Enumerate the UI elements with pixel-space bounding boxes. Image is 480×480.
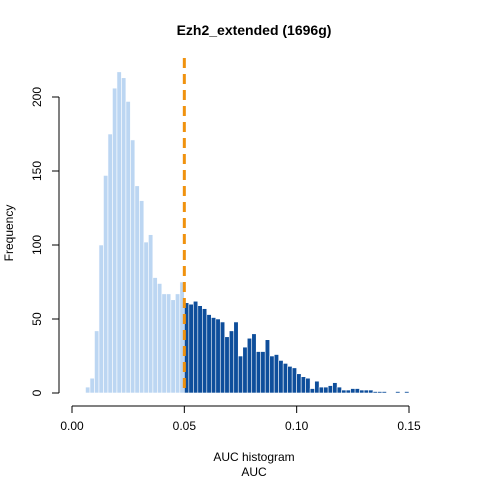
histogram-bars bbox=[85, 71, 410, 394]
histogram-bar bbox=[251, 333, 257, 394]
histogram-bar bbox=[121, 77, 127, 394]
histogram-bar bbox=[264, 339, 270, 394]
histogram-bar bbox=[314, 380, 320, 394]
histogram-bar bbox=[134, 185, 140, 394]
histogram-bar bbox=[98, 244, 104, 394]
histogram-bar bbox=[143, 241, 149, 394]
x-axis-label-line1: AUC histogram bbox=[213, 450, 294, 464]
histogram-bar bbox=[318, 386, 324, 394]
x-axis: 0.00 0.05 0.10 0.15 bbox=[60, 405, 421, 433]
histogram-bar bbox=[291, 367, 297, 394]
histogram-bar bbox=[219, 321, 226, 394]
y-tick-label: 150 bbox=[30, 161, 44, 181]
histogram-bar bbox=[125, 101, 131, 394]
histogram-bar bbox=[89, 377, 95, 394]
histogram-bar bbox=[210, 317, 217, 394]
histogram-bar bbox=[215, 318, 221, 394]
y-tick-label: 0 bbox=[30, 389, 44, 396]
histogram-bar bbox=[193, 300, 199, 394]
histogram-bar bbox=[336, 386, 342, 394]
histogram-bar bbox=[363, 389, 369, 394]
histogram-bar bbox=[139, 200, 145, 394]
x-tick-label: 0.10 bbox=[285, 419, 309, 433]
x-tick-label: 0.05 bbox=[173, 419, 197, 433]
histogram-bar bbox=[368, 389, 374, 394]
histogram-bar bbox=[242, 346, 248, 394]
histogram-bar bbox=[175, 293, 181, 394]
histogram-bar bbox=[161, 293, 167, 394]
histogram-bar bbox=[224, 336, 230, 394]
histogram-bar bbox=[395, 391, 401, 394]
histogram-bar bbox=[85, 386, 91, 394]
histogram-bar bbox=[359, 389, 365, 394]
histogram-bar bbox=[116, 71, 122, 394]
histogram-bar bbox=[166, 293, 172, 394]
histogram-bar bbox=[246, 337, 253, 394]
histogram-bar bbox=[381, 391, 387, 394]
histogram-bar bbox=[341, 389, 347, 394]
histogram-bar bbox=[255, 351, 262, 394]
chart-title: Ezh2_extended (1696g) bbox=[177, 22, 332, 38]
histogram-bar bbox=[188, 303, 194, 394]
histogram-bar bbox=[323, 386, 329, 394]
histogram-bar bbox=[345, 389, 351, 394]
histogram-bar bbox=[305, 377, 311, 394]
x-tick-label: 0.15 bbox=[397, 419, 421, 433]
histogram-bar bbox=[287, 366, 293, 394]
histogram-bar bbox=[372, 391, 378, 394]
histogram-bar bbox=[327, 385, 333, 394]
histogram-bar bbox=[260, 351, 266, 394]
histogram-bar bbox=[130, 139, 136, 394]
histogram-bar bbox=[152, 277, 158, 394]
y-tick-label: 100 bbox=[30, 235, 44, 255]
histogram-bar bbox=[404, 391, 410, 394]
histogram-bar bbox=[170, 299, 176, 394]
histogram-bar bbox=[300, 376, 306, 394]
histogram-bar bbox=[233, 321, 239, 394]
histogram-bar bbox=[309, 388, 315, 394]
histogram-bar bbox=[350, 388, 356, 394]
y-axis-label: Frequency bbox=[2, 205, 16, 262]
histogram-bar bbox=[197, 305, 203, 394]
histogram-bar bbox=[296, 373, 302, 394]
histogram-bar bbox=[377, 391, 383, 394]
histogram-bar bbox=[103, 175, 109, 394]
histogram-bar bbox=[273, 354, 279, 394]
x-tick-label: 0.00 bbox=[60, 419, 84, 433]
histogram-bar bbox=[332, 382, 338, 394]
histogram-bar bbox=[278, 360, 284, 394]
histogram-bar bbox=[107, 133, 113, 394]
histogram-bar bbox=[112, 87, 118, 394]
histogram-bar bbox=[202, 308, 208, 394]
histogram-bar bbox=[206, 314, 212, 394]
histogram-bar bbox=[354, 388, 360, 394]
histogram-bar bbox=[157, 283, 163, 394]
x-axis-label-line2: AUC bbox=[241, 465, 267, 479]
y-tick-label: 200 bbox=[30, 87, 44, 107]
histogram-bar bbox=[269, 355, 275, 394]
y-axis: 0 50 100 150 200 bbox=[30, 87, 60, 396]
histogram-bar bbox=[94, 330, 100, 394]
histogram-bar bbox=[282, 363, 288, 394]
histogram-bar bbox=[228, 330, 235, 394]
y-tick-label: 50 bbox=[30, 312, 44, 326]
histogram-bar bbox=[148, 234, 154, 394]
histogram-bar bbox=[237, 355, 244, 394]
